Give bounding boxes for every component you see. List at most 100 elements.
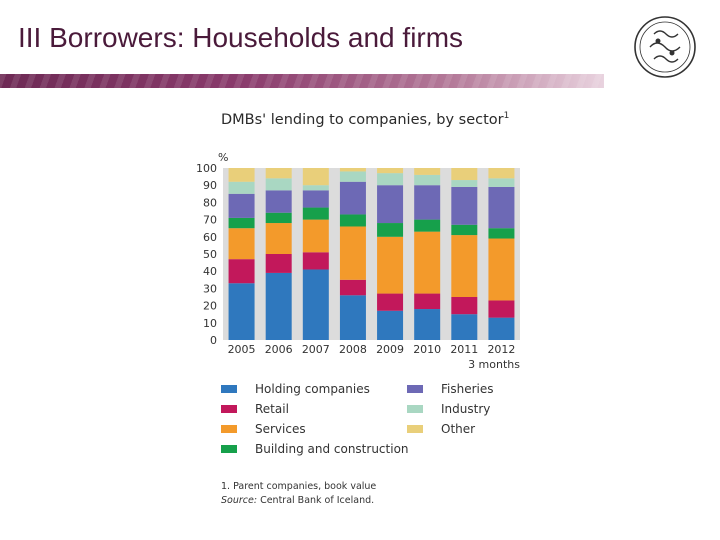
bar-other-2011 — [451, 168, 478, 181]
legend-swatch — [221, 425, 237, 433]
bar-industry-2009 — [377, 173, 404, 186]
x-tick-label: 2008 — [339, 343, 367, 356]
legend-swatch — [221, 405, 237, 413]
bar-industry-2012 — [488, 178, 515, 187]
y-tick-label: 20 — [203, 300, 217, 313]
y-axis-unit-label: % — [218, 151, 228, 164]
bar-fisheries-2012 — [488, 186, 515, 229]
bar-industry-2006 — [265, 178, 292, 191]
bar-building-and-construction-2005 — [228, 217, 255, 229]
bar-services-2005 — [228, 228, 255, 260]
source-note: Source: Central Bank of Iceland. — [221, 495, 375, 506]
header-band — [0, 74, 604, 88]
bar-fisheries-2009 — [377, 185, 404, 224]
bar-industry-2007 — [302, 185, 329, 191]
stacked-bar-chart: 2005 2006 2007 2008 2009 2010 2011 2012 0 10 20 30 4… — [196, 151, 520, 371]
bar-holding-companies-2011 — [451, 314, 478, 340]
chart-title: DMBs' lending to companies, by sector1 — [221, 111, 510, 128]
bar-holding-companies-2009 — [377, 310, 404, 340]
y-tick-label: 90 — [203, 179, 217, 192]
bar-industry-2011 — [451, 180, 478, 187]
legend-item-retail: Retail — [221, 402, 289, 416]
bar-other-2010 — [414, 168, 441, 175]
x-tick-label: 2009 — [376, 343, 404, 356]
bar-fisheries-2010 — [414, 185, 441, 220]
bar-fisheries-2006 — [265, 190, 292, 213]
y-tick-label: 40 — [203, 265, 217, 278]
x-tick-label: 2007 — [302, 343, 330, 356]
central-bank-seal-logo — [634, 16, 696, 78]
x-tick-label: 2011 — [450, 343, 478, 356]
x-tick-label: 2005 — [228, 343, 256, 356]
legend-item-fisheries: Fisheries — [407, 382, 494, 396]
bar-fisheries-2005 — [228, 193, 255, 218]
bar-fisheries-2008 — [339, 181, 366, 215]
x-tick-label: 2006 — [265, 343, 293, 356]
bar-fisheries-2007 — [302, 190, 329, 208]
bar-holding-companies-2010 — [414, 309, 441, 340]
y-tick-label: 70 — [203, 214, 217, 227]
bar-building-and-construction-2009 — [377, 223, 404, 237]
bar-holding-companies-2012 — [488, 317, 515, 340]
bar-retail-2006 — [265, 254, 292, 273]
legend-item-other: Other — [407, 422, 475, 436]
y-tick-label: 50 — [203, 248, 217, 261]
bar-retail-2005 — [228, 259, 255, 284]
slide-title: III Borrowers: Households and firms — [18, 22, 464, 53]
bar-services-2008 — [339, 226, 366, 280]
bar-other-2012 — [488, 168, 515, 179]
bar-holding-companies-2007 — [302, 269, 329, 340]
chart-footnotes: 1. Parent companies, book value Source: … — [221, 480, 376, 508]
bar-building-and-construction-2007 — [302, 207, 329, 220]
bar-holding-companies-2005 — [228, 283, 255, 340]
bar-fisheries-2011 — [451, 186, 478, 225]
bar-retail-2011 — [451, 297, 478, 315]
bar-building-and-construction-2008 — [339, 214, 366, 227]
bar-building-and-construction-2010 — [414, 219, 441, 232]
x-tick-label: 2010 — [413, 343, 441, 356]
y-tick-label: 30 — [203, 282, 217, 295]
bar-building-and-construction-2011 — [451, 224, 478, 236]
bar-retail-2012 — [488, 300, 515, 318]
bar-holding-companies-2008 — [339, 295, 366, 340]
bar-retail-2010 — [414, 293, 441, 310]
bar-industry-2010 — [414, 174, 441, 186]
bar-industry-2008 — [339, 171, 366, 182]
bar-building-and-construction-2012 — [488, 228, 515, 239]
legend-item-services: Services — [221, 422, 306, 436]
bar-holding-companies-2006 — [265, 272, 292, 340]
bar-other-2008 — [339, 168, 366, 172]
legend-swatch — [407, 385, 423, 393]
bar-retail-2009 — [377, 293, 404, 311]
y-tick-label: 60 — [203, 231, 217, 244]
legend-swatch — [221, 385, 237, 393]
y-tick-label: 80 — [203, 196, 217, 209]
bar-services-2009 — [377, 236, 404, 294]
legend-item-industry: Industry — [407, 402, 490, 416]
bar-services-2007 — [302, 219, 329, 253]
y-tick-label: 100 — [196, 162, 217, 175]
legend-item-building-and-construction: Building and construction — [221, 442, 409, 456]
bar-retail-2008 — [339, 279, 366, 296]
legend-swatch — [407, 405, 423, 413]
legend-swatch — [221, 445, 237, 453]
chart-legend: Holding companies Fisheries Retail Indus… — [221, 382, 521, 462]
bar-building-and-construction-2006 — [265, 212, 292, 224]
bar-other-2006 — [265, 168, 292, 179]
bar-industry-2005 — [228, 181, 255, 194]
bar-services-2012 — [488, 238, 515, 301]
bar-other-2005 — [228, 168, 255, 182]
y-tick-label: 0 — [210, 334, 217, 347]
legend-item-holding-companies: Holding companies — [221, 382, 370, 396]
bar-services-2011 — [451, 235, 478, 297]
bar-services-2010 — [414, 231, 441, 294]
y-tick-label: 10 — [203, 317, 217, 330]
bar-other-2007 — [302, 168, 329, 186]
bar-other-2009 — [377, 168, 404, 174]
bar-services-2006 — [265, 223, 292, 254]
x-axis-note: 3 months — [468, 358, 520, 371]
bar-retail-2007 — [302, 252, 329, 270]
footnote-parent-companies: 1. Parent companies, book value — [221, 481, 377, 492]
x-tick-label: 2012 — [487, 343, 515, 356]
legend-swatch — [407, 425, 423, 433]
